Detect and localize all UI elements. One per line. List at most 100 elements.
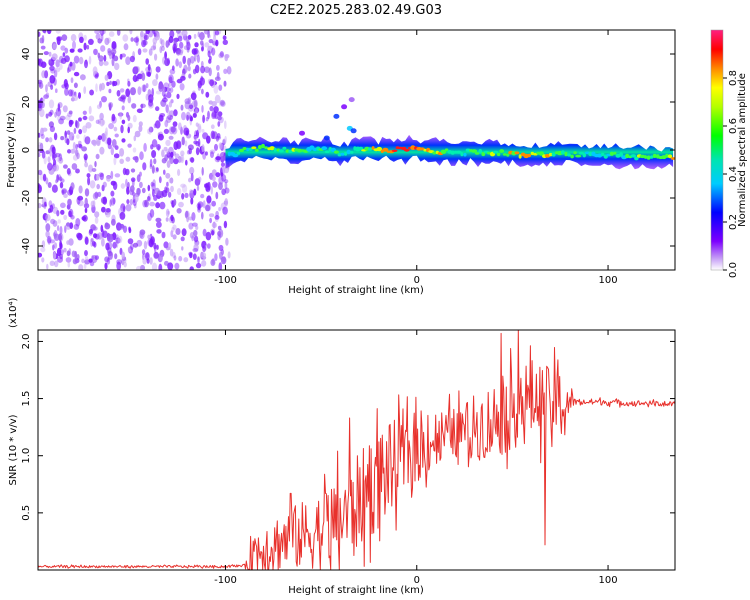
noise-speckle [72,94,79,101]
noise-speckle [209,217,213,224]
noise-speckle [219,99,225,106]
signal-blob [340,152,345,156]
noise-speckle [99,112,104,121]
noise-speckle [195,147,200,156]
noise-speckle [215,39,219,47]
noise-speckle [48,99,55,109]
noise-speckle [63,214,68,220]
noise-speckle [198,176,202,183]
signal-blob [514,151,520,155]
noise-speckle [127,238,134,245]
noise-speckle [45,137,49,143]
noise-speckle [56,157,61,162]
noise-speckle [119,112,122,120]
noise-speckle [217,111,223,117]
noise-speckle [195,225,199,231]
signal-blob [548,152,553,157]
noise-speckle [188,222,194,230]
noise-speckle [140,264,145,270]
signal-blob [499,149,505,153]
noise-speckle [224,54,229,62]
signal-blob [570,154,574,159]
noise-speckle [179,156,184,162]
noise-speckle [40,133,45,139]
noise-speckle [63,247,67,253]
noise-speckle [57,256,63,263]
signal-blob [538,151,545,156]
noise-speckle [70,215,75,220]
noise-speckle [80,74,86,81]
noise-speckle [188,73,192,79]
noise-speckle [66,250,71,257]
signal-blob [667,154,673,159]
noise-speckle [127,114,131,122]
noise-speckle [153,242,157,250]
noise-speckle [183,45,190,50]
noise-speckle [76,152,80,160]
noise-speckle [195,108,198,114]
noise-speckle [178,122,182,131]
noise-speckle [142,200,148,208]
noise-speckle [148,94,154,103]
noise-speckle [41,150,46,159]
noise-speckle [38,169,43,176]
signal-blob [376,146,383,152]
noise-speckle [202,228,207,237]
noise-speckle [165,172,171,179]
noise-speckle [84,236,89,245]
noise-speckle [92,226,98,231]
signal-blob [288,149,293,153]
noise-speckle [143,32,147,42]
noise-speckle [159,46,163,54]
noise-speckle [141,72,146,82]
noise-speckle [133,37,140,43]
noise-speckle [62,105,68,113]
noise-speckle [152,179,156,187]
noise-speckle [69,48,75,53]
noise-speckle [165,208,170,218]
noise-speckle [168,242,172,251]
noise-speckle [82,110,87,116]
noise-speckle [162,56,167,65]
noise-speckle [75,143,78,150]
noise-speckle [175,58,179,67]
noise-speckle [166,160,171,168]
noise-speckle [171,226,175,233]
noise-speckle [167,109,171,118]
snr-panel: -100 0 100 0.5 1.0 1.5 2.0 Height of straight… [8,297,676,596]
noise-speckle [196,54,200,63]
noise-speckle [108,88,112,94]
noise-speckle [178,201,184,208]
snr-frame [37,329,676,571]
spectrogram-y-axis-label: Frequency (Hz) [6,112,17,188]
noise-speckle [58,153,63,162]
noise-speckle [204,42,210,48]
noise-speckle [45,92,50,98]
noise-speckle [219,51,224,58]
noise-speckle [155,73,159,80]
colorbar-label: Normalized spectral amplitude [737,73,748,227]
noise-speckle [78,264,84,270]
x-tick-label: 100 [599,275,618,286]
noise-speckle [83,153,88,161]
noise-speckle [45,214,51,222]
noise-speckle [176,93,180,100]
signal-blob [609,151,615,156]
noise-speckle [193,47,199,55]
noise-speckle [143,142,147,152]
noise-speckle [58,232,64,242]
noise-speckle [195,64,200,74]
noise-speckle [77,48,83,53]
signal-blob [619,152,624,157]
noise-speckle [191,212,196,221]
signal-excursion [350,128,357,134]
noise-speckle [45,177,49,185]
noise-speckle [47,182,52,188]
noise-speckle [45,223,51,232]
noise-speckle [50,84,54,90]
noise-speckle [205,151,208,156]
noise-speckle [211,110,217,118]
noise-speckle [47,30,52,35]
noise-speckle [187,65,191,72]
noise-speckle [143,240,148,250]
